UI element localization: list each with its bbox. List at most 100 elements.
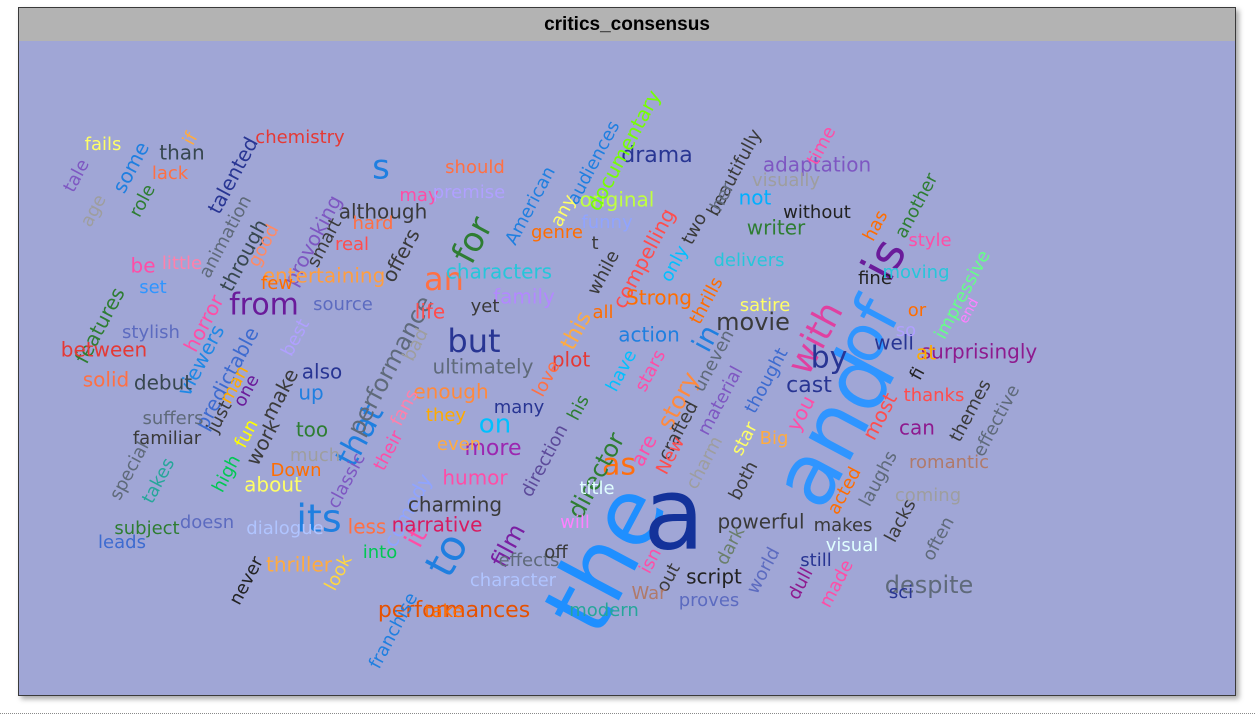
word-suffers: suffers [142,408,203,429]
word-familiar: familiar [133,428,202,449]
word-cloud: the a and of is with to its that as but an from for s b… [19,41,1235,695]
word-war: War [631,583,667,604]
word-charming: charming [408,493,502,517]
word-big: Big [760,428,789,449]
word-fails: fails [85,134,122,155]
word-by: by [811,341,848,376]
word-set: set [139,277,167,298]
word-life: life [415,300,445,324]
word-coming: coming [895,485,961,506]
word-surprisingly: surprisingly [921,340,1038,364]
word-often: often [918,513,958,564]
word-not: not [739,186,772,210]
word-real: real [335,234,369,255]
word-will: will [560,512,590,533]
chart-title: critics_consensus [19,8,1235,41]
word-be: be [131,254,156,278]
word-enough: enough [413,380,488,404]
word-stylish: stylish [122,322,180,343]
word-never: never [225,553,268,609]
word-moving: moving [882,262,949,283]
word-too: too [296,418,328,442]
word-strong: Strong [626,286,692,310]
word-up: up [298,381,323,405]
word-despite: despite [885,571,974,599]
word-direction: direction [517,421,573,501]
word-thanks: thanks [904,385,965,406]
word-chemistry: chemistry [255,127,345,148]
word-source: source [313,294,373,315]
word-than: than [159,141,204,165]
word-title: title [579,478,614,499]
word-adaptation: adaptation [763,153,871,177]
word-between: between [61,338,147,362]
word-delivers: delivers [713,250,784,271]
word-script: script [686,565,742,589]
word-his: his [563,391,594,424]
word-narrative: narrative [392,513,483,537]
word-few: few [261,273,293,294]
word-debut: debut [134,371,192,395]
word-as: as [602,448,636,483]
word-more: more [465,436,522,461]
word-visually: visually [752,170,820,191]
word-less: less [348,515,387,539]
word-effects: effects [499,550,560,571]
page-divider [0,713,1255,714]
word-family: family [493,285,555,309]
word-may: may [399,185,439,206]
word-hard: hard [353,213,394,234]
word-although: although [339,200,428,224]
word-dialogue: dialogue [246,518,323,539]
word-style: style [908,230,951,251]
word-fine: fine [858,268,892,289]
chart-panel: critics_consensus the a and of is with to its th… [18,7,1236,696]
word-action: action [618,323,680,347]
word-visual: visual [826,535,878,556]
word-stars: stars [631,346,670,395]
word-ultimately: ultimately [433,355,534,379]
word-star: star [727,418,762,459]
word-makes: makes [814,515,873,536]
word-romantic: romantic [909,452,989,473]
word-character: character [470,570,557,591]
word-well: well [874,331,914,355]
word-take: take [425,601,464,622]
word-about: about [244,473,302,497]
word-so: so [896,320,916,341]
word-its: its [296,497,341,541]
word-solid: solid [83,368,129,392]
word-off: off [544,542,568,563]
word-age: age [76,191,110,230]
word-they: they [426,405,467,426]
word-performances: performances [378,598,530,623]
word-an: an [424,260,464,298]
word-thriller: thriller [266,553,333,577]
word-premise: premise [433,182,506,203]
word-into: into [363,542,397,563]
word-satire: satire [740,295,791,316]
word-doesn: doesn [180,512,234,533]
word-humor: humor [442,466,508,490]
word-subject: subject [114,518,179,539]
word-powerful: powerful [717,510,804,534]
word-a: a [643,455,704,572]
word-writer: writer [747,216,806,240]
word-both: both [725,458,763,504]
word-also: also [302,360,342,384]
word-t: t [591,233,598,254]
word-movie: movie [716,308,790,336]
word-funny: funny [581,212,633,233]
word-tale: tale [59,156,94,196]
word-s: s [372,148,390,188]
word-thought: thought [741,345,793,417]
word-genre: genre [531,222,583,243]
word-or: or [908,300,927,321]
word-from: from [229,288,299,323]
word-plot: plot [552,348,590,372]
word-but: but [447,322,500,360]
word-at: at [916,341,936,365]
word-cast: cast [786,373,832,398]
word-without: without [783,202,851,223]
